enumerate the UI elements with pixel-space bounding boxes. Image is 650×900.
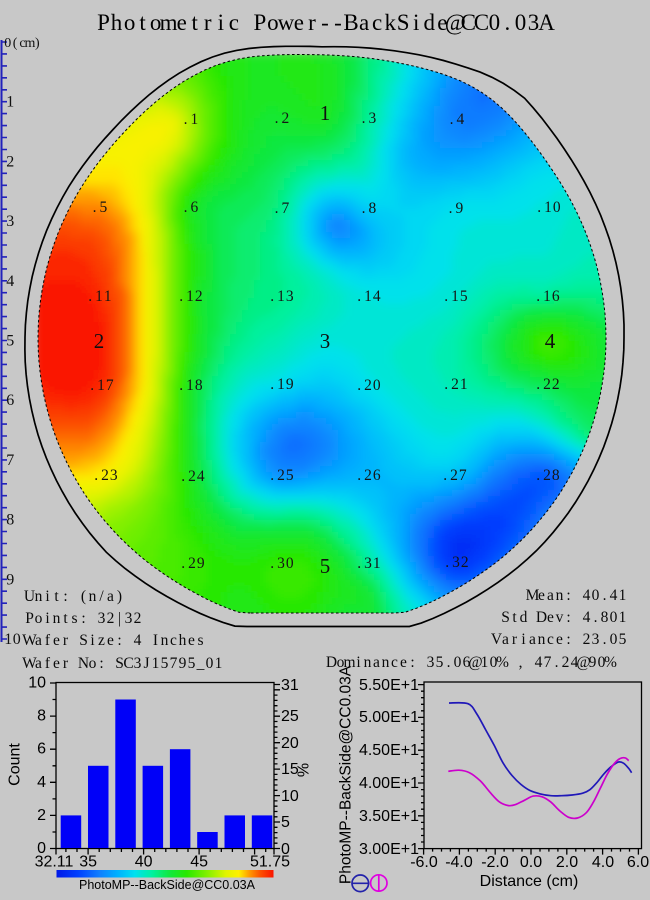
svg-text:3: 3 — [320, 329, 331, 353]
svg-text:Std Dev: 4.801: Std Dev: 4.801 — [501, 609, 626, 626]
svg-text:0.0: 0.0 — [520, 854, 542, 871]
svg-text:.28: .28 — [536, 467, 560, 484]
svg-text:Wafer Size: 4 Inches: Wafer Size: 4 Inches — [22, 632, 203, 649]
svg-text:.23: .23 — [94, 467, 118, 484]
svg-text:.19: .19 — [270, 376, 294, 393]
svg-text:32.11: 32.11 — [35, 854, 74, 871]
svg-text:0: 0 — [37, 840, 46, 857]
svg-text:2: 2 — [94, 329, 105, 353]
svg-text:4: 4 — [6, 273, 14, 290]
svg-text:.17: .17 — [90, 377, 114, 394]
svg-text:.20: .20 — [357, 377, 381, 394]
svg-text:.32: .32 — [445, 554, 468, 571]
svg-text:.4: .4 — [450, 111, 465, 128]
svg-text:.12: .12 — [179, 288, 202, 305]
svg-text:0: 0 — [281, 841, 290, 858]
svg-text:10: 10 — [281, 788, 299, 805]
svg-text:35: 35 — [79, 854, 97, 871]
svg-text:6: 6 — [37, 741, 46, 758]
svg-text:-4.0: -4.0 — [445, 854, 473, 871]
svg-text:.13: .13 — [270, 288, 294, 305]
svg-text:.27: .27 — [443, 467, 467, 484]
svg-text:8: 8 — [37, 708, 46, 725]
svg-text:.25: .25 — [270, 467, 294, 484]
svg-text:5: 5 — [6, 333, 14, 350]
svg-text:.3: .3 — [362, 110, 377, 127]
svg-text:10: 10 — [28, 675, 46, 692]
svg-text:Distance (cm): Distance (cm) — [480, 873, 579, 890]
svg-text:Mean: 40.41: Mean: 40.41 — [526, 587, 627, 604]
svg-text:5: 5 — [320, 554, 331, 578]
svg-text:Count: Count — [7, 743, 24, 786]
svg-text:.22: .22 — [536, 376, 559, 393]
svg-text:5: 5 — [281, 814, 290, 831]
svg-text:3.50E+1: 3.50E+1 — [359, 808, 419, 825]
svg-text:9: 9 — [6, 571, 14, 588]
svg-text:Unit: (n/a): Unit: (n/a) — [24, 588, 122, 605]
svg-text:.11: .11 — [88, 288, 111, 305]
svg-text:4: 4 — [37, 774, 46, 791]
svg-text:.24: .24 — [181, 468, 205, 485]
svg-text:3.00E+1: 3.00E+1 — [359, 841, 419, 858]
svg-text:6: 6 — [6, 392, 14, 409]
svg-text:2.0: 2.0 — [556, 854, 578, 871]
svg-text:15: 15 — [281, 761, 299, 778]
svg-text:0(cm): 0(cm) — [4, 36, 40, 51]
svg-text:Wafer No: SC3J15795_01: Wafer No: SC3J15795_01 — [22, 655, 222, 672]
svg-text:20: 20 — [281, 735, 299, 752]
svg-text:4.0: 4.0 — [592, 854, 614, 871]
svg-text:3: 3 — [6, 213, 14, 230]
svg-text:4.00E+1: 4.00E+1 — [359, 775, 419, 792]
svg-text:51.75: 51.75 — [250, 854, 290, 871]
svg-text:1: 1 — [6, 94, 14, 111]
svg-text:PhotoMP--BackSide@CC0.03A: PhotoMP--BackSide@CC0.03A — [338, 665, 355, 884]
svg-text:.21: .21 — [444, 376, 467, 393]
svg-text:5.50E+1: 5.50E+1 — [359, 677, 419, 694]
svg-text:Variance: 23.05: Variance: 23.05 — [491, 631, 627, 648]
svg-text:.8: .8 — [362, 200, 377, 217]
svg-text:.9: .9 — [449, 200, 464, 217]
svg-text:2: 2 — [6, 153, 14, 170]
svg-text:.31: .31 — [357, 555, 380, 572]
svg-text:45: 45 — [190, 854, 208, 871]
svg-text:5.00E+1: 5.00E+1 — [359, 709, 419, 726]
svg-text:.15: .15 — [444, 288, 468, 305]
svg-text:.5: .5 — [93, 199, 108, 216]
svg-text:.29: .29 — [181, 555, 205, 572]
svg-text:Photometric Power--BackSide@CC: Photometric Power--BackSide@CC0.03A — [97, 10, 555, 35]
svg-text:.7: .7 — [275, 200, 290, 217]
svg-text:.6: .6 — [184, 199, 199, 216]
svg-text:40: 40 — [135, 854, 153, 871]
svg-text:1: 1 — [320, 101, 331, 125]
svg-text:31: 31 — [281, 677, 299, 694]
svg-text:4: 4 — [545, 329, 556, 353]
svg-text:10: 10 — [4, 631, 21, 648]
svg-text:.1: .1 — [184, 111, 199, 128]
svg-text:%: % — [296, 763, 313, 777]
svg-text:.16: .16 — [536, 288, 560, 305]
svg-text:.14: .14 — [357, 288, 381, 305]
svg-text:Dominance: 35.06@10% , 47.24@9: Dominance: 35.06@10% , 47.24@90% — [326, 654, 617, 671]
svg-text:4.50E+1: 4.50E+1 — [359, 742, 419, 759]
svg-text:.18: .18 — [179, 377, 203, 394]
svg-text:-2.0: -2.0 — [481, 854, 509, 871]
svg-text:.26: .26 — [357, 467, 381, 484]
svg-text:Points: 32|32: Points: 32|32 — [25, 610, 141, 627]
svg-text:8: 8 — [6, 512, 14, 529]
svg-text:.10: .10 — [537, 199, 561, 216]
svg-text:6.0: 6.0 — [627, 854, 649, 871]
svg-text:.30: .30 — [270, 555, 294, 572]
svg-text:-6.0: -6.0 — [410, 854, 438, 871]
svg-text:PhotoMP--BackSide@CC0.03A: PhotoMP--BackSide@CC0.03A — [79, 878, 256, 892]
svg-text:.2: .2 — [275, 110, 290, 127]
svg-text:25: 25 — [281, 708, 299, 725]
svg-text:2: 2 — [37, 807, 46, 824]
svg-text:7: 7 — [6, 452, 14, 469]
